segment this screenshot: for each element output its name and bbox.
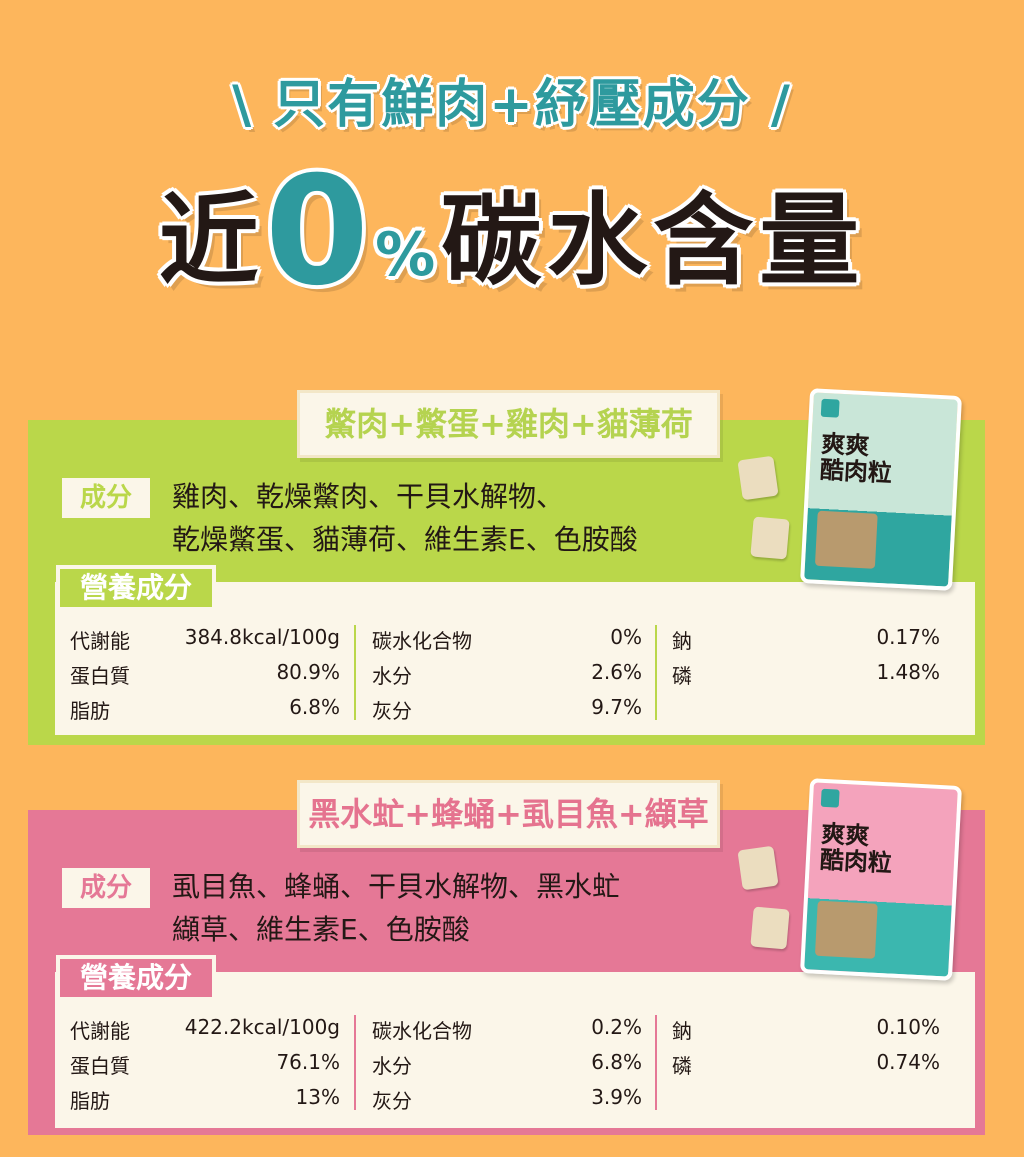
nutrient-label: 蛋白質 — [70, 1054, 130, 1078]
nutrient-label: 磷 — [672, 664, 692, 688]
nutrient-value: 384.8kcal/100g — [184, 625, 340, 649]
package-name: 爽爽 酷肉粒 — [819, 819, 893, 878]
headline-suffix: 碳水含量 — [441, 182, 866, 299]
column-divider — [354, 1015, 356, 1110]
nutrient-value: 80.9% — [276, 660, 340, 684]
ingredients-label: 成分 — [62, 868, 150, 908]
ingredients-line: 虱目魚、蜂蛹、干貝水解物、黑水虻 — [172, 870, 621, 903]
product-package-image: 爽爽 酷肉粒 — [800, 388, 962, 591]
ingredients-line: 雞肉、乾燥鱉肉、干貝水解物、 — [172, 480, 565, 513]
nutrient-value: 6.8% — [591, 1050, 642, 1074]
headline-tagline: \ 只有鮮肉+紓壓成分 / — [232, 75, 792, 135]
food-cube-image — [750, 516, 790, 560]
headline-zero: 0 — [264, 145, 376, 319]
column-divider — [655, 625, 657, 720]
nutrient-label: 蛋白質 — [70, 664, 130, 688]
nutrient-value: 13% — [295, 1085, 340, 1109]
ingredients-line: 纈草、維生素E、色胺酸 — [172, 913, 470, 946]
nutrition-label: 營養成分 — [56, 565, 216, 611]
nutrient-label: 鈉 — [672, 629, 692, 653]
nutrient-label: 灰分 — [372, 699, 412, 723]
nutrient-label: 水分 — [372, 1054, 412, 1078]
product-title: 黑水虻+蜂蛹+虱目魚+纈草 — [297, 780, 720, 848]
nutrient-label: 代謝能 — [70, 1019, 130, 1043]
nutrient-label: 灰分 — [372, 1089, 412, 1113]
food-cube-image — [737, 845, 779, 891]
column-divider — [655, 1015, 657, 1110]
column-divider — [354, 625, 356, 720]
nutrient-value: 3.9% — [591, 1085, 642, 1109]
nutrition-label: 營養成分 — [56, 955, 216, 1001]
ingredients-label: 成分 — [62, 478, 150, 518]
nutrient-value: 9.7% — [591, 695, 642, 719]
nutrient-label: 脂肪 — [70, 699, 110, 723]
nutrient-value: 76.1% — [276, 1050, 340, 1074]
package-name: 爽爽 酷肉粒 — [819, 429, 893, 488]
product-package-image: 爽爽 酷肉粒 — [800, 778, 962, 981]
nutrient-value: 1.48% — [876, 660, 940, 684]
nutrient-label: 碳水化合物 — [372, 629, 472, 653]
nutrient-value: 422.2kcal/100g — [184, 1015, 340, 1039]
food-cube-image — [737, 455, 779, 501]
nutrient-label: 水分 — [372, 664, 412, 688]
product-title: 鱉肉+鱉蛋+雞肉+貓薄荷 — [297, 390, 720, 458]
nutrient-value: 2.6% — [591, 660, 642, 684]
headline-main: 近0%碳水含量 — [0, 145, 1024, 319]
nutrient-label: 脂肪 — [70, 1089, 110, 1113]
nutrient-value: 6.8% — [289, 695, 340, 719]
headline-percent: % — [375, 220, 442, 290]
nutrient-value: 0.74% — [876, 1050, 940, 1074]
headline-prefix: 近 — [158, 182, 265, 299]
nutrient-value: 0.17% — [876, 625, 940, 649]
food-cube-image — [750, 906, 790, 950]
nutrient-label: 碳水化合物 — [372, 1019, 472, 1043]
nutrient-label: 鈉 — [672, 1019, 692, 1043]
nutrient-value: 0.2% — [591, 1015, 642, 1039]
ingredients-line: 乾燥鱉蛋、貓薄荷、維生素E、色胺酸 — [172, 523, 638, 556]
nutrient-value: 0% — [610, 625, 642, 649]
nutrient-value: 0.10% — [876, 1015, 940, 1039]
nutrient-label: 代謝能 — [70, 629, 130, 653]
nutrient-label: 磷 — [672, 1054, 692, 1078]
